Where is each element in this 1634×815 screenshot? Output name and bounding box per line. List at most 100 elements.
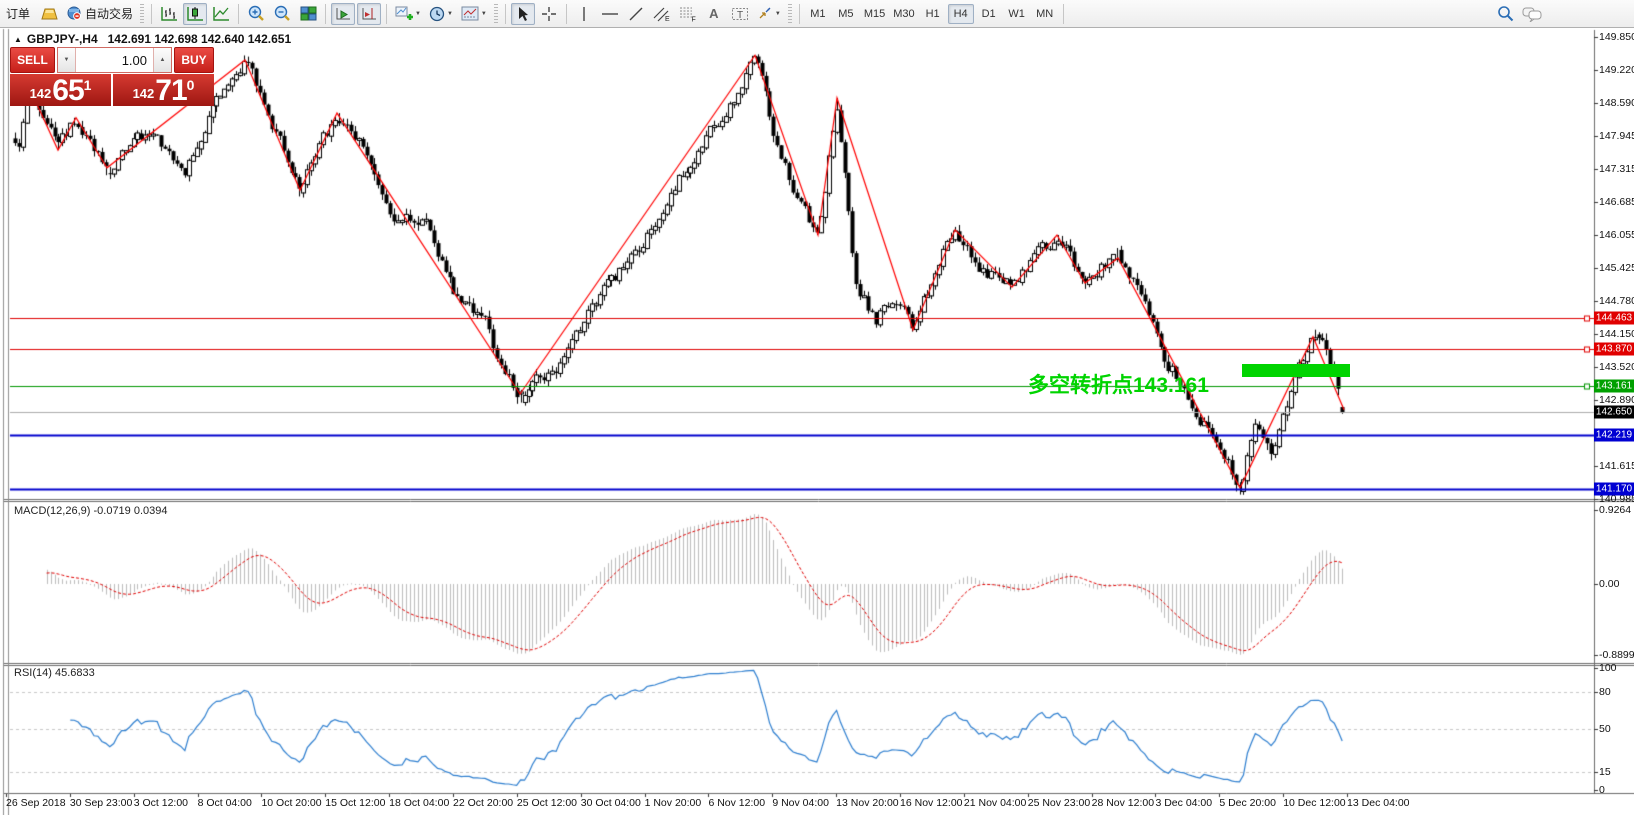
time-axis-tick: 18 Oct 04:00 (389, 797, 450, 809)
time-axis-tick: 25 Nov 23:00 (1027, 797, 1091, 809)
highlight-rectangle[interactable] (1242, 364, 1350, 377)
bar-chart-icon (161, 6, 178, 21)
timeframe-m30-button[interactable]: M30 (893, 7, 915, 20)
buy-price-big-figure: 142 (132, 86, 155, 101)
periods-button[interactable]: ▼ (426, 3, 456, 25)
template-icon (461, 6, 479, 21)
price-axis-tick: 146.685 (1599, 195, 1634, 208)
timeframe-h1-button[interactable]: H1 (925, 7, 940, 20)
indicators-button[interactable]: ▼ (392, 3, 424, 25)
one-click-trading-panel: SELL ▼ ▲ BUY 142 65 1 142 71 0 (10, 47, 214, 106)
new-order-label: 订单 (5, 7, 30, 21)
crosshair-button[interactable] (537, 3, 561, 25)
timeframe-w1-button[interactable]: W1 (1008, 7, 1025, 20)
zoom-in-button[interactable] (244, 3, 268, 25)
timeframe-m1-button[interactable]: M1 (810, 7, 826, 20)
macd-axis-tick: -0.8899 (1599, 648, 1634, 661)
bar-chart-button[interactable] (157, 3, 181, 25)
volume-input[interactable] (76, 48, 153, 72)
templates-button[interactable]: ▼ (458, 3, 490, 25)
search-icon (1497, 6, 1513, 22)
buy-price-point: 0 (186, 77, 195, 93)
vertical-line-button[interactable] (572, 3, 596, 25)
auto-scroll-icon (336, 7, 351, 19)
trendline-button[interactable] (624, 3, 648, 25)
timeframe-d1-button[interactable]: D1 (981, 7, 996, 20)
chart-shift-button[interactable] (357, 2, 382, 25)
cursor-button[interactable] (510, 2, 535, 25)
sell-price-pips: 65 (52, 74, 84, 107)
dropdown-caret: ▼ (415, 10, 421, 17)
rsi-axis-tick: 0 (1599, 784, 1605, 796)
sell-price-big-figure: 142 (29, 86, 52, 101)
timeframe-h4-button[interactable]: H4 (947, 3, 974, 24)
line-chart-button[interactable] (209, 3, 233, 25)
channel-tag: E (665, 16, 670, 22)
symbol-triangle-icon: ▲ (14, 34, 22, 44)
time-axis-tick: 10 Dec 12:00 (1283, 797, 1346, 809)
time-axis-tick: 6 Nov 12:00 (708, 797, 766, 809)
time-axis-tick: 21 Nov 04:00 (963, 797, 1027, 809)
text-button[interactable]: A (702, 3, 726, 25)
timeframe-m5-button[interactable]: M5 (838, 7, 854, 20)
fibonacci-button[interactable]: F (676, 3, 700, 25)
timeframe-mn-button[interactable]: MN (1036, 7, 1054, 20)
time-axis-tick: 3 Oct 12:00 (133, 797, 189, 809)
chat-icon (1522, 7, 1542, 22)
macd-axis-tick: 0.9264 (1599, 504, 1632, 517)
time-axis-tick: 25 Oct 12:00 (516, 797, 577, 809)
equidistant-channel-button[interactable]: E (650, 3, 674, 25)
volume-decrement-button[interactable]: ▼ (58, 48, 76, 72)
dropdown-caret: ▼ (480, 10, 487, 17)
search-button[interactable] (1493, 3, 1517, 25)
auto-scroll-button[interactable] (331, 2, 356, 25)
sell-price-display[interactable]: 142 65 1 (10, 74, 111, 106)
toolbar-separator (325, 3, 327, 24)
autotrade-button[interactable]: 自动交易 (63, 3, 136, 25)
horizontal-line-button[interactable] (598, 3, 622, 25)
time-axis-tick: 13 Nov 20:00 (836, 797, 899, 809)
zoom-out-icon (274, 5, 290, 21)
tile-windows-button[interactable] (296, 3, 320, 25)
timeframe-m15-button[interactable]: M15 (863, 7, 886, 20)
vertical-line-icon (583, 6, 585, 21)
volume-increment-button[interactable]: ▲ (153, 48, 171, 72)
price-axis-tick: 141.615 (1599, 460, 1634, 473)
buy-button[interactable]: BUY (174, 47, 214, 73)
time-axis-tick: 30 Oct 04:00 (580, 797, 641, 809)
new-order-icon-button[interactable] (37, 3, 61, 25)
sell-button[interactable]: SELL (10, 47, 55, 73)
chat-button[interactable] (1519, 3, 1545, 25)
arrows-icon (759, 7, 771, 19)
macd-label: MACD(12,26,9) -0.0719 0.0394 (14, 505, 168, 517)
chart-title: ▲ GBPJPY-,H4 142.691 142.698 142.640 142… (14, 32, 291, 46)
text-tool-icon: A (709, 6, 719, 21)
chart-title-symbol: GBPJPY-,H4 (26, 32, 98, 46)
rsi-label: RSI(14) 45.6833 (14, 667, 95, 679)
candlestick-chart-button[interactable] (183, 2, 208, 25)
volume-spinner: ▼ ▲ (57, 47, 172, 73)
buy-price-display[interactable]: 142 71 0 (113, 74, 214, 106)
crosshair-icon (541, 6, 556, 21)
price-level-badge: 143.161 (1594, 379, 1634, 393)
toolbar-grip (787, 3, 792, 24)
sell-price-point: 1 (83, 77, 92, 93)
new-order-button[interactable]: 订单 (1, 3, 35, 25)
toolbar-separator (504, 3, 506, 24)
autotrade-icon (67, 6, 81, 20)
price-axis-tick: 143.520 (1599, 360, 1634, 373)
arrows-button[interactable]: ▼ (754, 3, 784, 25)
price-level-badge: 142.650 (1594, 405, 1634, 419)
clock-icon (429, 6, 445, 21)
price-axis-tick: 149.850 (1599, 31, 1634, 43)
text-label-button[interactable]: T (728, 3, 752, 25)
chart-shift-icon (362, 7, 377, 19)
buy-price-pips: 71 (155, 74, 187, 107)
chart-title-ohlc: 142.691 142.698 142.640 142.651 (107, 32, 292, 46)
zoom-out-button[interactable] (270, 3, 294, 25)
toolbar-separator (798, 3, 800, 24)
dropdown-caret: ▼ (446, 10, 453, 17)
price-level-badge: 141.170 (1594, 482, 1634, 496)
turning-point-annotation[interactable]: 多空转折点143.161 (1028, 374, 1209, 397)
